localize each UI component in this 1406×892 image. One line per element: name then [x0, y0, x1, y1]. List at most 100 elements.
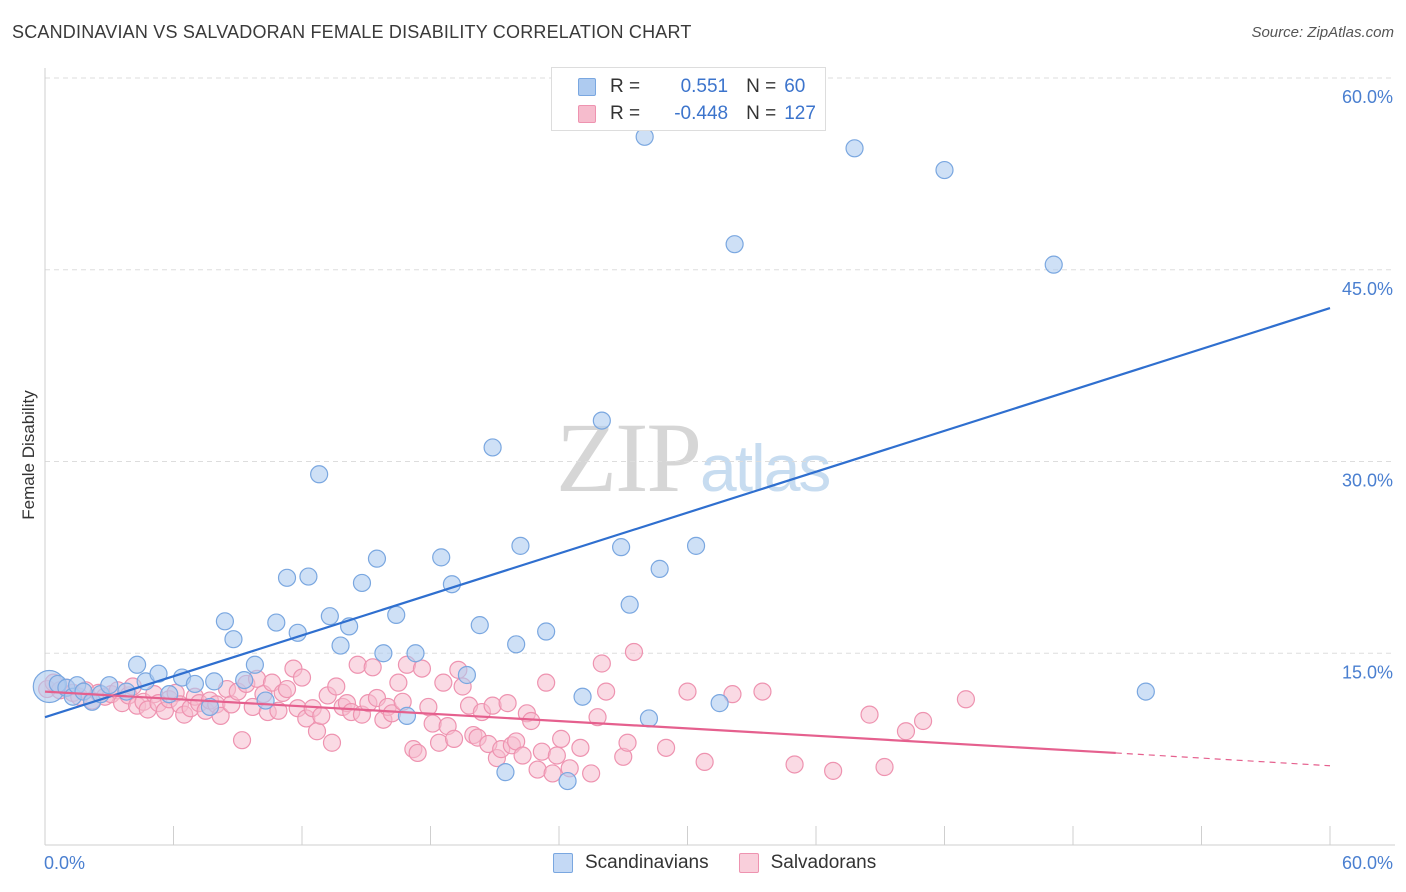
scandinavians-point — [483, 438, 502, 457]
source-label: Source: ZipAtlas.com — [1251, 24, 1394, 41]
legend-swatch-blue — [578, 78, 596, 96]
scandinavians-point — [100, 676, 119, 695]
chart-title: SCANDINAVIAN VS SALVADORAN FEMALE DISABI… — [12, 22, 692, 42]
salvadorans-point — [419, 697, 438, 717]
legend-row-scandinavians: R = 0.551 N = 60 — [578, 75, 805, 99]
salvadorans-point — [312, 706, 331, 725]
salvadorans-point — [913, 711, 933, 731]
scandinavians-point — [127, 655, 147, 674]
scandinavians-point — [1136, 682, 1155, 701]
salvadorans-point — [824, 761, 843, 780]
legend-label-scandinavians: Scandinavians — [585, 852, 709, 873]
salvadorans-point — [618, 733, 637, 752]
y-tick-label: 60.0% — [1342, 87, 1393, 107]
tick-labels: 15.0% 30.0% 45.0% 60.0% 0.0% 60.0% — [44, 87, 1393, 873]
scandinavians-point — [432, 548, 451, 567]
salvadorans-trend-extension — [1115, 752, 1331, 767]
salvadorans-point — [552, 729, 571, 748]
scandinavians-point — [406, 644, 425, 663]
scandinavians-point — [215, 612, 234, 631]
salvadorans-point — [483, 696, 502, 715]
y-axis-label: Female Disability — [19, 390, 38, 520]
scandinavians-point — [245, 655, 264, 674]
legend-r-value: 0.551 — [680, 76, 729, 97]
legend-n-value: 60 — [784, 76, 806, 97]
salvadorans-point — [956, 690, 976, 709]
scandinavians-point — [352, 573, 372, 593]
salvadorans-point — [292, 668, 312, 687]
legend-r-label: R = — [610, 76, 641, 97]
salvadorans-point — [277, 679, 297, 699]
axes — [44, 68, 1395, 846]
salvadorans-point — [363, 658, 382, 677]
scandinavians-point — [470, 616, 489, 635]
correlation-legend: R = 0.551 N = 60 R = -0.448 N = 127 — [551, 67, 826, 131]
scandinavians-point — [310, 465, 329, 484]
scandinavians-point — [592, 411, 611, 430]
scandinavians-point — [650, 559, 669, 578]
salvadorans-point — [537, 673, 556, 692]
salvadorans-point — [423, 714, 442, 733]
legend-label-salvadorans: Salvadorans — [770, 852, 877, 873]
legend-r-value: -0.448 — [674, 103, 729, 124]
salvadorans-point — [269, 701, 288, 720]
scandinavians-point — [277, 568, 297, 587]
scandinavians-point — [1044, 255, 1063, 274]
salvadorans-point — [592, 654, 611, 673]
salvadorans-point — [232, 731, 252, 750]
trend-lines — [44, 307, 1331, 767]
y-tick-label: 45.0% — [1342, 279, 1393, 299]
salvadorans-point — [723, 685, 742, 704]
x-tick-label: 60.0% — [1342, 853, 1393, 873]
scandinavians-point — [235, 670, 254, 690]
scandinavians-point — [200, 697, 220, 717]
salvadorans-point — [896, 722, 916, 741]
salvadorans-point — [322, 733, 342, 752]
legend-n-label: N = — [746, 103, 777, 124]
scandinavians-point — [935, 160, 954, 180]
scandinavians-point — [457, 665, 477, 685]
salvadorans-point — [860, 705, 879, 724]
legend-n-value: 127 — [784, 103, 816, 124]
salvadorans-points — [38, 642, 976, 783]
salvadorans-point — [522, 711, 541, 731]
salvadorans-point — [543, 764, 562, 783]
legend-item-scandinavians: Scandinavians — [553, 852, 709, 874]
scandinavians-point — [537, 622, 556, 641]
scandinavians-point — [496, 763, 515, 782]
scandinavians-point — [299, 567, 318, 586]
salvadorans-point — [532, 742, 551, 761]
salvadorans-point — [434, 673, 453, 692]
watermark-zip: ZIP — [556, 402, 702, 513]
salvadorans-point — [412, 659, 432, 678]
scandinavians-point — [224, 630, 243, 649]
legend-r-label: R = — [610, 103, 641, 124]
scandinavians-point — [374, 644, 393, 663]
salvadorans-point — [444, 729, 464, 748]
watermark: ZIPatlas — [556, 400, 831, 515]
scandinavians-point — [620, 595, 639, 614]
scandinavians-point — [149, 664, 168, 683]
salvadorans-point — [528, 760, 547, 779]
salvadorans-point — [408, 743, 427, 763]
salvadorans-point — [389, 673, 408, 692]
salvadorans-point — [656, 738, 676, 757]
legend-swatch-pink — [578, 105, 596, 123]
salvadorans-point — [307, 722, 327, 741]
salvadorans-point — [327, 677, 346, 696]
scandinavians-point — [185, 674, 205, 694]
scandinavians-points — [32, 127, 1155, 791]
scandinavians-point — [507, 635, 526, 654]
y-tick-label: 15.0% — [1342, 662, 1393, 682]
legend-item-salvadorans: Salvadorans — [738, 852, 877, 874]
scandinavians-point — [205, 672, 224, 691]
scandinavians-point — [710, 694, 729, 713]
legend-n-label: N = — [746, 76, 777, 97]
gridlines — [45, 77, 1395, 654]
scandinavians-point — [845, 139, 864, 158]
scandinavians-point — [397, 706, 417, 725]
scandinavians-point — [639, 709, 659, 728]
legend-swatch-scandinavians — [553, 853, 573, 873]
salvadorans-point — [753, 682, 772, 701]
